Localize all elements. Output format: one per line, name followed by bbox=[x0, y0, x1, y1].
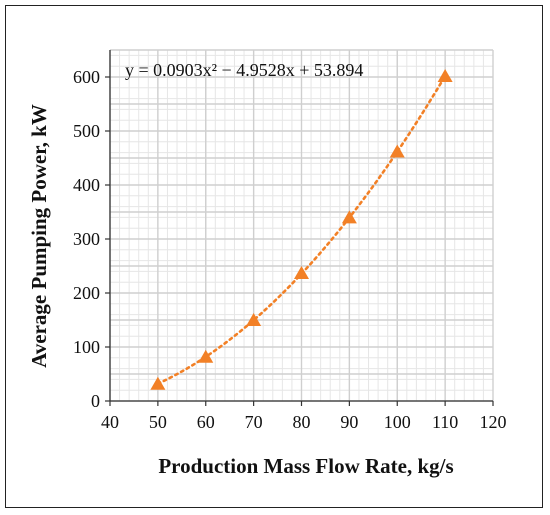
data-point-marker bbox=[246, 313, 262, 327]
x-tick-label: 50 bbox=[149, 412, 167, 432]
x-tick-label: 90 bbox=[340, 412, 358, 432]
x-tick-label: 120 bbox=[480, 412, 507, 432]
x-tick-label: 80 bbox=[293, 412, 311, 432]
data-point-marker bbox=[150, 376, 166, 390]
data-point-marker bbox=[437, 68, 453, 82]
x-tick-label: 60 bbox=[197, 412, 215, 432]
tick-labels: 40 50 60 70 80 90 100 110 120 0 100 200 300 400 500 600 bbox=[73, 67, 507, 432]
data-point-marker bbox=[389, 144, 405, 158]
trendline-equation: y = 0.0903x² − 4.9528x + 53.894 bbox=[125, 60, 363, 80]
y-tick-label: 100 bbox=[73, 337, 100, 357]
grid bbox=[109, 49, 494, 402]
y-tick-label: 300 bbox=[73, 229, 100, 249]
x-tick-label: 70 bbox=[245, 412, 263, 432]
data-point-marker bbox=[294, 266, 309, 280]
y-tick-label: 0 bbox=[91, 391, 100, 411]
y-tick-label: 400 bbox=[73, 175, 100, 195]
chart-frame bbox=[5, 5, 543, 508]
axes bbox=[105, 50, 494, 406]
y-tick-label: 600 bbox=[73, 67, 100, 87]
data-point-marker bbox=[198, 349, 214, 363]
y-axis-title: Average Pumping Power, kW bbox=[27, 104, 51, 368]
y-tick-label: 200 bbox=[73, 283, 100, 303]
x-axis-title: Production Mass Flow Rate, kg/s bbox=[158, 454, 453, 478]
x-tick-label: 110 bbox=[432, 412, 458, 432]
x-tick-label: 100 bbox=[384, 412, 411, 432]
data-point-marker bbox=[341, 210, 357, 224]
data-points bbox=[150, 68, 453, 390]
x-tick-label: 40 bbox=[101, 412, 119, 432]
y-tick-label: 500 bbox=[73, 121, 100, 141]
